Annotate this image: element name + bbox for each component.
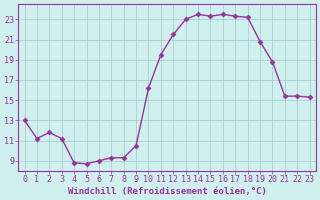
X-axis label: Windchill (Refroidissement éolien,°C): Windchill (Refroidissement éolien,°C)	[68, 187, 267, 196]
